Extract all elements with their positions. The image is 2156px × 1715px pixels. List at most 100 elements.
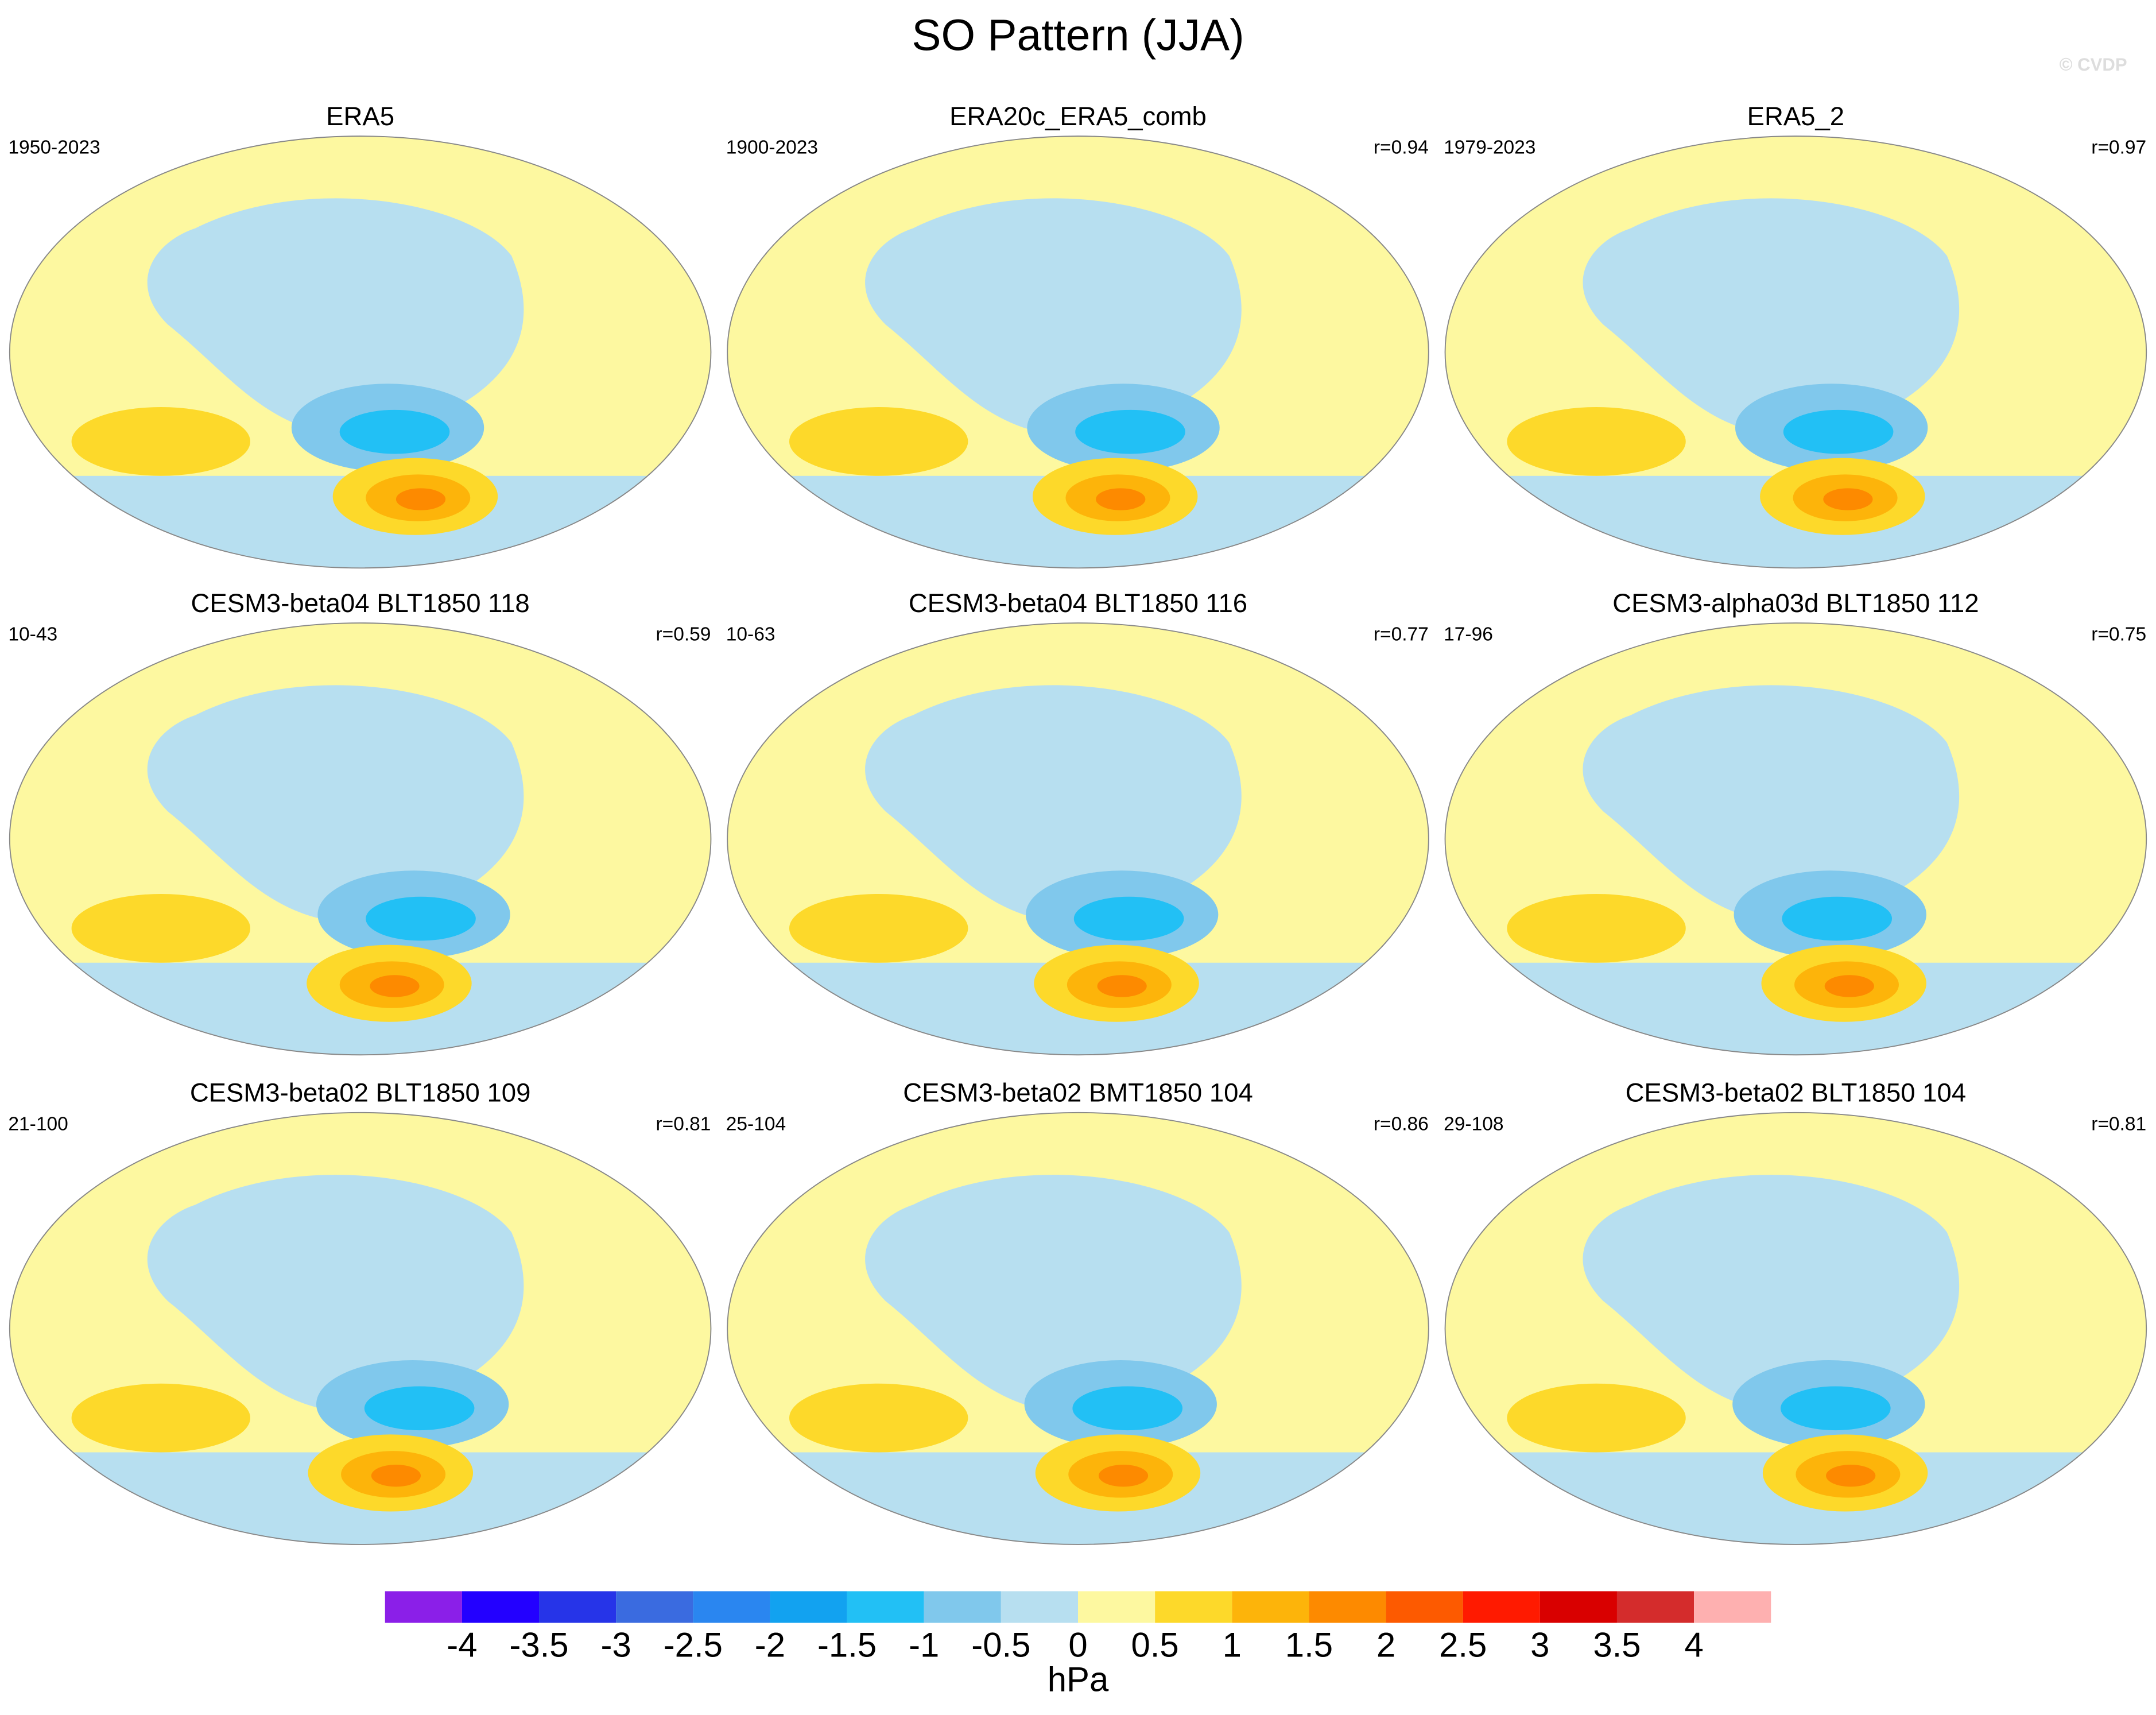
colorbar-label: 1.5 [1285, 1625, 1333, 1664]
low-inner [1075, 409, 1185, 454]
map-panel [727, 623, 1429, 1055]
west-high [1507, 407, 1686, 476]
colorbar-label: 4 [1684, 1625, 1703, 1664]
high-inner [1824, 975, 1874, 997]
map-panel [9, 1112, 711, 1544]
colorbar-cell [847, 1591, 924, 1623]
map-panel [727, 136, 1429, 568]
map-outline [9, 136, 712, 569]
low-inner [339, 409, 450, 454]
map-panel [1445, 623, 2147, 1055]
map-panel [1445, 1112, 2147, 1544]
high-inner [1096, 488, 1146, 510]
colorbar-label: -1.5 [817, 1625, 877, 1664]
negative-region [865, 685, 1242, 923]
colorbar-cell [1232, 1591, 1309, 1623]
map-panel [9, 136, 711, 568]
colorbar-cell [462, 1591, 540, 1623]
west-high [789, 407, 968, 476]
map-outline [1444, 1112, 2147, 1545]
low-inner [366, 896, 476, 941]
negative-region [1583, 198, 1960, 437]
panel-r: r=0.59 [656, 624, 711, 645]
panel-r: r=0.97 [2091, 137, 2146, 158]
panel-title: CESM3-beta02 BMT1850 104 [903, 1078, 1253, 1108]
panel-title: CESM3-beta02 BLT1850 104 [1626, 1078, 1967, 1108]
west-high [1507, 1383, 1686, 1453]
panel-period: 10-63 [726, 624, 775, 645]
panel-title: CESM3-beta04 BLT1850 116 [909, 589, 1247, 618]
panel-period: 21-100 [8, 1113, 68, 1135]
high-inner [1097, 975, 1147, 997]
watermark: © CVDP [2060, 55, 2127, 75]
west-high [789, 893, 968, 963]
map-outline [727, 136, 1429, 569]
panel-period: 10-43 [8, 624, 57, 645]
high-inner [1823, 488, 1873, 510]
panel-r: r=0.94 [1374, 137, 1429, 158]
negative-region [147, 685, 524, 923]
colorbar-cell [1540, 1591, 1617, 1623]
low-inner [1072, 1386, 1183, 1431]
panel-title: CESM3-beta02 BLT1850 109 [190, 1078, 531, 1108]
negative-region [1583, 685, 1960, 923]
colorbar-cell [1001, 1591, 1078, 1623]
west-high [1507, 893, 1686, 963]
colorbar-cell [1386, 1591, 1463, 1623]
negative-region [1583, 1175, 1960, 1413]
colorbar-label: -2.5 [664, 1625, 723, 1664]
colorbar-label: -0.5 [971, 1625, 1030, 1664]
colorbar-cell [385, 1591, 462, 1623]
figure-title: SO Pattern (JJA) [912, 11, 1244, 60]
negative-region [147, 1175, 524, 1413]
panel-period: 29-108 [1444, 1113, 1503, 1135]
low-inner [1781, 1386, 1891, 1431]
colorbar-cell [616, 1591, 693, 1623]
colorbar-label: 3 [1530, 1625, 1549, 1664]
map-outline [1444, 622, 2147, 1056]
panel-title: ERA5 [326, 102, 394, 131]
colorbar-cell [539, 1591, 616, 1623]
colorbar-cell [1463, 1591, 1540, 1623]
colorbar-cell [770, 1591, 847, 1623]
colorbar-label: 3.5 [1593, 1625, 1641, 1664]
panel-title: CESM3-beta04 BLT1850 118 [191, 589, 530, 618]
low-inner [364, 1386, 475, 1431]
colorbar-cell [1616, 1591, 1694, 1623]
colorbar-cell [1078, 1591, 1155, 1623]
high-inner [1826, 1465, 1876, 1487]
low-inner [1073, 896, 1184, 941]
panel-title: ERA5_2 [1747, 102, 1844, 131]
panel-r: r=0.75 [2091, 624, 2146, 645]
negative-region [147, 198, 524, 437]
high-inner [370, 975, 420, 997]
low-inner [1783, 409, 1894, 454]
map-panel [727, 1112, 1429, 1544]
map-panel [1445, 136, 2147, 568]
west-high [71, 407, 251, 476]
panel-period: 1979-2023 [1444, 137, 1535, 158]
west-high [71, 1383, 251, 1453]
colorbar-label: -1 [909, 1625, 939, 1664]
panel-period: 17-96 [1444, 624, 1493, 645]
panel-r: r=0.86 [1374, 1113, 1429, 1135]
colorbar-cell [1309, 1591, 1386, 1623]
map-outline [727, 622, 1429, 1056]
colorbar-cell [1694, 1591, 1771, 1623]
colorbar-cell [693, 1591, 770, 1623]
panel-r: r=0.81 [2091, 1113, 2146, 1135]
west-high [789, 1383, 968, 1453]
colorbar-label: -2 [755, 1625, 785, 1664]
colorbar-label: -3 [601, 1625, 631, 1664]
low-inner [1782, 896, 1893, 941]
panel-period: 1950-2023 [8, 137, 100, 158]
colorbar-cell [1155, 1591, 1232, 1623]
colorbar-cell [924, 1591, 1001, 1623]
colorbar-label: -4 [447, 1625, 477, 1664]
colorbar-label: -3.5 [509, 1625, 568, 1664]
map-outline [9, 1112, 712, 1545]
west-high [71, 893, 251, 963]
colorbar-label: 2.5 [1439, 1625, 1487, 1664]
